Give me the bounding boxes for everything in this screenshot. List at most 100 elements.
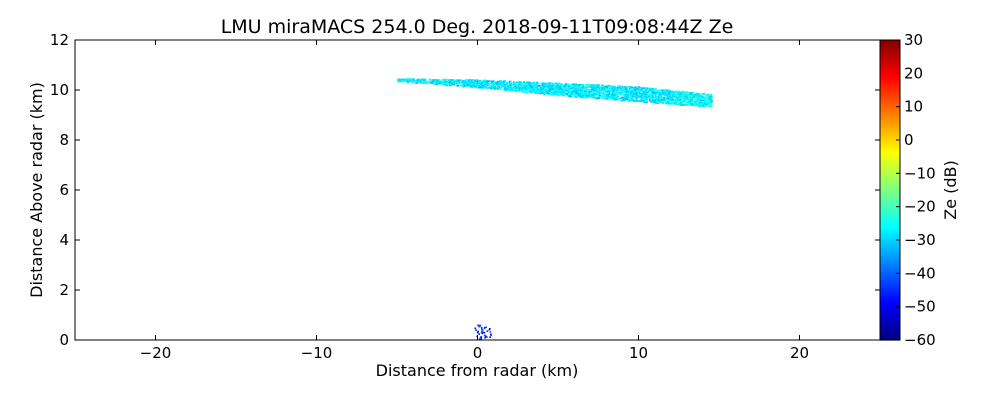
echo-pixel [601, 97, 604, 100]
echo-pixel [512, 83, 516, 85]
echo-pixel [662, 100, 665, 102]
echo-pixel [605, 86, 608, 88]
echo-pixel [481, 80, 484, 83]
echo-pixel [668, 89, 671, 92]
colorbar-swatch [880, 170, 900, 173]
echo-pixel [546, 83, 549, 86]
echo-pixel [537, 85, 540, 87]
echo-pixel [498, 87, 502, 90]
echo-pixel [441, 83, 444, 86]
echo-pixel [468, 79, 472, 82]
colorbar-swatch [880, 220, 900, 223]
echo-pixel [589, 85, 592, 88]
echo-pixel [634, 99, 637, 102]
echo-pixel [701, 92, 704, 95]
echo-pixel [576, 90, 579, 93]
echo-pixel [615, 89, 619, 92]
echo-pixel [502, 85, 505, 88]
echo-pixel [544, 89, 547, 91]
echo-pixel [669, 96, 672, 98]
echo-pixel [692, 97, 695, 99]
colorbar-swatch [880, 322, 900, 325]
colorbar-swatch [880, 336, 900, 339]
echo-pixel [544, 88, 547, 90]
colorbar-swatch [880, 148, 900, 151]
echo-pixel [660, 93, 663, 95]
echo-pixel [628, 90, 632, 93]
echo-pixel [610, 95, 612, 97]
echo-pixel [543, 87, 546, 89]
echo-pixel [652, 87, 655, 90]
echo-pixel [689, 97, 692, 99]
echo-pixel [482, 81, 486, 84]
echo-pixel [679, 97, 682, 99]
echo-pixel [575, 92, 578, 94]
echo-pixel [612, 89, 616, 91]
echo-pixel [424, 80, 427, 83]
colorbar-tick-label: 0 [904, 131, 914, 149]
echo-pixel [510, 86, 513, 89]
echo-pixel [536, 92, 539, 94]
y-tick-label: 2 [59, 281, 69, 299]
colorbar-tick-label: −40 [904, 264, 936, 282]
echo-pixel [695, 102, 698, 104]
echo-pixel [569, 87, 573, 89]
echo-pixel [547, 87, 550, 89]
echo-pixel [704, 96, 707, 98]
echo-pixel [449, 84, 452, 87]
echo-pixel [608, 91, 611, 93]
echo-pixel [654, 92, 658, 95]
echo-pixel [501, 83, 504, 86]
echo-pixel [428, 78, 431, 81]
echo-pixel [633, 99, 636, 102]
chart-title: LMU miraMACS 254.0 Deg. 2018-09-11T09:08… [221, 16, 734, 38]
echo-pixel [617, 95, 620, 97]
echo-pixel [623, 90, 626, 92]
echo-pixel [460, 84, 463, 87]
echo-pixel [610, 89, 613, 92]
echo-pixel [562, 93, 564, 95]
echo-pixel [412, 78, 415, 80]
clutter-pixel [480, 338, 483, 341]
echo-pixel [570, 84, 573, 86]
echo-pixel [649, 95, 652, 98]
echo-pixel [465, 80, 468, 82]
clutter-pixel [477, 330, 479, 333]
echo-pixel [478, 79, 480, 82]
echo-pixel [552, 92, 555, 95]
echo-pixel [566, 83, 569, 86]
echo-pixel [498, 86, 500, 88]
echo-pixel [565, 92, 567, 95]
echo-pixel [601, 93, 603, 95]
echo-pixel [672, 92, 674, 95]
echo-pixel [689, 92, 692, 94]
echo-pixel [678, 92, 681, 95]
echo-pixel [541, 91, 545, 93]
echo-pixel [465, 79, 468, 81]
echo-pixel [581, 93, 583, 96]
colorbar-swatch [880, 318, 900, 321]
echo-pixel [639, 87, 642, 90]
echo-pixel [686, 103, 689, 106]
echo-pixel [641, 89, 644, 92]
echo-pixel [608, 88, 611, 90]
echo-pixel [507, 87, 509, 89]
echo-pixel [554, 89, 558, 91]
echo-pixel [402, 78, 405, 81]
echo-pixel [633, 95, 636, 98]
echo-pixel [710, 105, 713, 107]
colorbar-swatch [880, 42, 900, 45]
echo-pixel [628, 92, 631, 94]
echo-pixel [668, 99, 670, 102]
echo-pixel [650, 99, 653, 102]
echo-pixel [479, 81, 482, 83]
echo-pixel [627, 95, 630, 98]
echo-pixel [573, 92, 576, 94]
clutter-pixel [486, 336, 488, 338]
colorbar-swatch [880, 66, 900, 69]
echo-pixel [473, 82, 476, 85]
echo-pixel [585, 92, 588, 94]
echo-pixel [594, 85, 596, 88]
echo-pixel [436, 79, 439, 82]
echo-pixel [624, 86, 627, 88]
